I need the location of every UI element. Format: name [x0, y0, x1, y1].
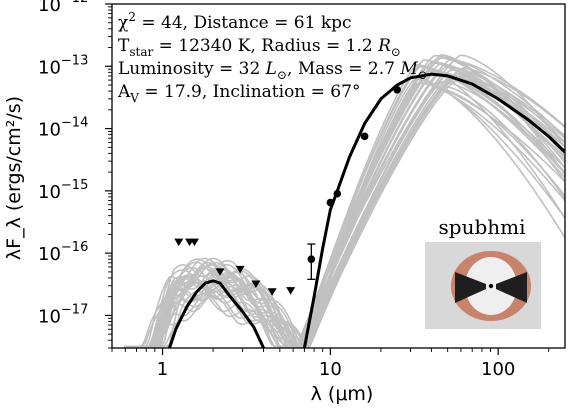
other-fit-curve-mir	[304, 75, 565, 348]
other-fit-curve-mir	[300, 66, 565, 348]
other-fit-curve-mir	[298, 61, 565, 348]
thumbnail-outflow-right	[496, 272, 527, 303]
plot-frame	[111, 3, 566, 349]
other-fit-curve-mir	[305, 82, 565, 348]
x-axis: 1 10 100	[111, 348, 550, 380]
data-point	[393, 85, 401, 94]
model-name: spubhmi	[439, 215, 526, 239]
upper-limit-marker	[286, 287, 296, 295]
data-point	[307, 255, 316, 263]
y-tick-label: 10−13	[38, 53, 88, 78]
thumbnail-star	[488, 283, 494, 289]
other-fit-curves	[123, 54, 565, 348]
other-fit-curve-nir	[124, 280, 309, 348]
model-geometry-thumbnail	[425, 242, 541, 329]
upper-limit-marker	[251, 280, 261, 288]
y-tick-label: 10−12	[38, 0, 88, 16]
other-fit-curve-nir	[125, 274, 307, 348]
other-fit-curve-nir	[138, 289, 307, 348]
upper-limit-marker	[235, 265, 245, 274]
annotation-line-1: χ2 = 44, Distance = 61 kpc	[118, 10, 352, 33]
best-fit-curves	[168, 72, 565, 348]
data-point	[333, 189, 342, 198]
other-fit-curve-nir	[140, 259, 308, 348]
data-points	[174, 85, 401, 296]
other-fit-curve-mir	[298, 62, 565, 348]
y-tick-label: 10−15	[38, 178, 88, 203]
best-fit-curve-nir	[168, 279, 265, 348]
y-axis: 10−12 10−13 10−14 10−15 10−16 10−17	[38, 0, 112, 349]
other-fit-curve-mir	[299, 64, 565, 348]
x-tick-label: 100	[481, 359, 515, 380]
other-fit-curve-nir	[141, 268, 309, 348]
x-tick-label: 1	[157, 359, 168, 380]
upper-limit-marker	[215, 268, 225, 276]
y-tick-label: 10−14	[38, 116, 88, 141]
annotation-line-4: AV = 17.9, Inclination = 67°	[117, 82, 360, 105]
fit-parameters: χ2 = 44, Distance = 61 kpc Tstar = 12340…	[117, 10, 428, 105]
other-fit-curve-mir	[300, 65, 565, 348]
data-point	[360, 132, 369, 141]
thumbnail-outflow-left	[455, 272, 486, 303]
data-point	[326, 198, 335, 207]
y-axis-title: λF_λ (ergs/cm²/s)	[3, 96, 25, 260]
y-tick-label: 10−17	[38, 302, 88, 327]
y-tick-label: 10−16	[38, 240, 88, 265]
other-fit-curve-nir	[154, 271, 309, 348]
other-fit-curve-mir	[308, 85, 565, 348]
annotation-line-2: Tstar = 12340 K, Radius = 1.2 R⊙	[118, 36, 401, 59]
upper-limit-marker	[267, 288, 277, 296]
upper-limit-marker	[189, 238, 199, 247]
upper-limit-marker	[174, 238, 184, 247]
annotation-line-3: Luminosity = 32 L⊙, Mass = 2.7 M⊙	[118, 59, 428, 82]
x-axis-title: λ (μm)	[311, 383, 374, 405]
x-tick-label: 10	[319, 359, 342, 380]
other-fit-curve-nir	[153, 290, 309, 348]
best-fit-curve	[302, 72, 565, 348]
